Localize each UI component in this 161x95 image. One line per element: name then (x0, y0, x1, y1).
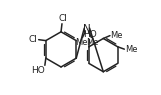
Text: Cl: Cl (58, 14, 67, 23)
Text: Me: Me (75, 38, 88, 48)
Text: Me: Me (125, 45, 137, 54)
Text: N: N (83, 24, 90, 34)
Text: Cl: Cl (29, 35, 38, 44)
Text: HO: HO (31, 66, 44, 75)
Text: Me: Me (110, 31, 123, 40)
Text: Me: Me (86, 38, 99, 48)
Text: HO: HO (83, 30, 97, 39)
